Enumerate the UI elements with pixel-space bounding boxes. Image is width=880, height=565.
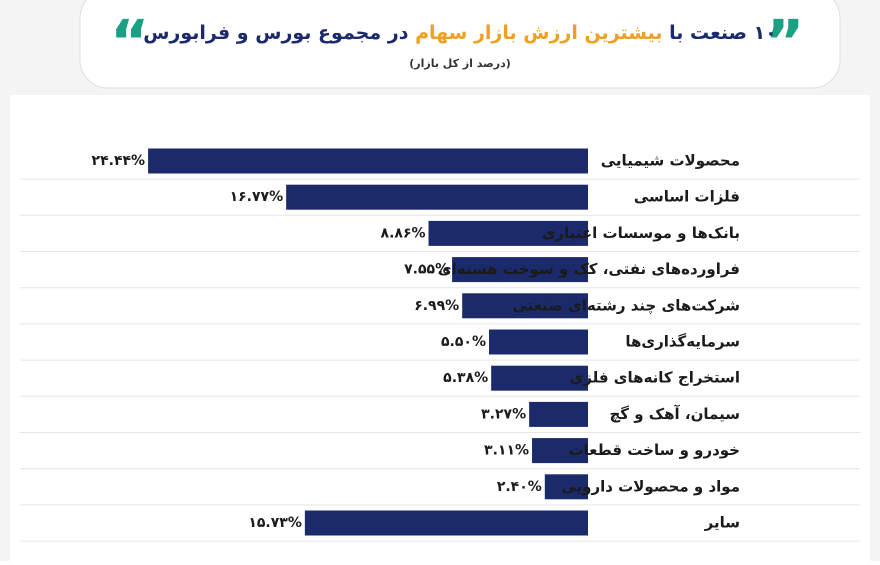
header-box — [79, 0, 841, 89]
title-part: ۱۰ صنعت با — [663, 22, 777, 44]
bar — [491, 365, 588, 391]
bar — [452, 257, 588, 283]
category-label: مواد و محصولات دارویی — [561, 477, 740, 495]
bar — [428, 220, 588, 246]
category-label: سایر — [704, 514, 740, 532]
value-label: ۵.۵۰% — [441, 334, 486, 350]
value-label: ۳.۲۷% — [481, 406, 526, 422]
bar — [529, 401, 588, 427]
quote-right: ” — [765, 8, 804, 78]
value-label: ۸.۸۶% — [381, 225, 426, 241]
bar — [532, 438, 588, 464]
bar — [304, 510, 588, 536]
title-part: در مجموع بورس و فرابورس — [143, 22, 415, 44]
value-label: ۶.۹۹% — [414, 298, 459, 314]
quote-left: “ — [110, 8, 149, 78]
bar — [148, 148, 588, 174]
category-label: خودرو و ساخت قطعات — [568, 441, 740, 459]
value-label: ۵.۳۸% — [443, 370, 488, 386]
category-label: فراورده‌های نفتی، کک و سوخت هسته‌ای — [438, 260, 740, 278]
category-label: استخراج کانه‌های فلزی — [570, 369, 740, 387]
category-label: فلزات اساسی — [634, 188, 740, 206]
bar — [462, 293, 588, 319]
category-label: سرمایه‌گذاری‌ها — [625, 333, 740, 351]
bar — [489, 329, 588, 355]
value-label: ۱۶.۷۷% — [230, 189, 284, 205]
chart-subtitle: (درصد از کل بازار) — [409, 57, 511, 70]
bar — [544, 474, 588, 500]
value-label: ۷.۵۵% — [404, 262, 449, 278]
title-highlight: بیشترین ارزش بازار سهام — [415, 22, 662, 44]
value-label: ۱۵.۷۳% — [248, 515, 302, 531]
category-label: بانک‌ها و موسسات اعتباری — [542, 224, 740, 242]
value-label: ۳.۱۱% — [484, 443, 529, 459]
bar — [286, 184, 588, 210]
chart-title: ۱۰ صنعت با بیشترین ارزش بازار سهام در مج… — [143, 22, 777, 44]
value-label: ۲.۴۰% — [497, 479, 542, 495]
category-label: سیمان، آهک و گچ — [610, 405, 741, 423]
value-label: ۲۴.۴۴% — [92, 153, 146, 169]
category-label: محصولات شیمیایی — [601, 152, 740, 170]
category-label: شرکت‌های چند رشته‌ای صنعتی — [512, 296, 740, 315]
